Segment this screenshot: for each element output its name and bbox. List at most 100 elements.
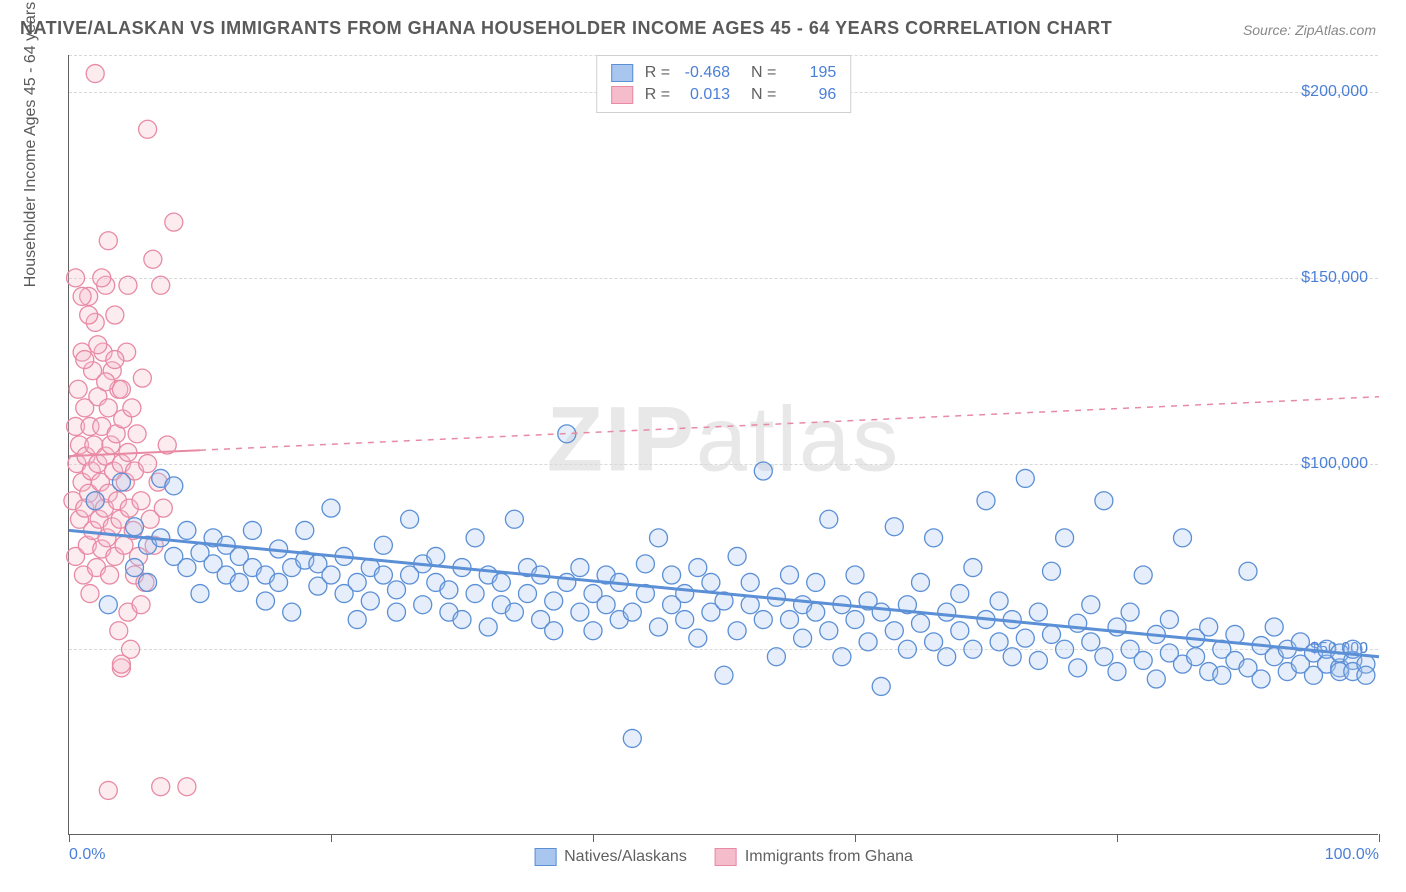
data-point: [466, 585, 484, 603]
data-point: [1200, 618, 1218, 636]
correlation-legend: R =-0.468 N =195 R =0.013 N =96: [596, 55, 852, 113]
data-point: [1056, 529, 1074, 547]
series-legend: Natives/AlaskansImmigrants from Ghana: [534, 848, 913, 866]
data-point: [1095, 492, 1113, 510]
data-point: [689, 559, 707, 577]
data-point: [296, 521, 314, 539]
data-point: [951, 585, 969, 603]
data-point: [322, 566, 340, 584]
data-point: [885, 518, 903, 536]
data-point: [112, 473, 130, 491]
chart-title: NATIVE/ALASKAN VS IMMIGRANTS FROM GHANA …: [20, 18, 1112, 39]
data-point: [388, 581, 406, 599]
data-point: [898, 640, 916, 658]
data-point: [1187, 648, 1205, 666]
data-point: [1029, 603, 1047, 621]
data-point: [133, 369, 151, 387]
data-point: [154, 499, 172, 517]
data-point: [977, 492, 995, 510]
data-point: [126, 559, 144, 577]
data-point: [76, 351, 94, 369]
data-point: [807, 603, 825, 621]
data-point: [741, 573, 759, 591]
data-point: [152, 276, 170, 294]
x-tick: [855, 834, 856, 842]
data-point: [925, 633, 943, 651]
data-point: [990, 633, 1008, 651]
data-point: [81, 585, 99, 603]
data-point: [1134, 566, 1152, 584]
data-point: [80, 306, 98, 324]
data-point: [781, 611, 799, 629]
data-point: [584, 622, 602, 640]
data-point: [689, 629, 707, 647]
data-point: [479, 618, 497, 636]
data-point: [1265, 618, 1283, 636]
data-point: [139, 573, 157, 591]
data-point: [505, 510, 523, 528]
data-point: [990, 592, 1008, 610]
data-point: [73, 287, 91, 305]
data-point: [165, 477, 183, 495]
data-point: [1043, 562, 1061, 580]
data-point: [754, 611, 772, 629]
data-point: [1029, 651, 1047, 669]
data-point: [466, 529, 484, 547]
data-point: [1016, 469, 1034, 487]
data-point: [715, 666, 733, 684]
source-attribution: Source: ZipAtlas.com: [1243, 22, 1376, 38]
data-point: [676, 611, 694, 629]
legend-swatch: [715, 848, 737, 866]
data-point: [152, 778, 170, 796]
data-point: [99, 232, 117, 250]
data-point: [119, 276, 137, 294]
data-point: [912, 573, 930, 591]
data-point: [754, 462, 772, 480]
data-point: [401, 510, 419, 528]
data-point: [872, 603, 890, 621]
data-point: [1239, 562, 1257, 580]
data-point: [99, 781, 117, 799]
data-point: [650, 618, 668, 636]
data-point: [243, 521, 261, 539]
data-point: [453, 611, 471, 629]
data-point: [165, 213, 183, 231]
data-point: [519, 585, 537, 603]
data-point: [505, 603, 523, 621]
data-point: [257, 592, 275, 610]
swatch-ghana: [611, 86, 633, 104]
data-point: [846, 566, 864, 584]
data-point: [571, 603, 589, 621]
data-point: [1056, 640, 1074, 658]
data-point: [322, 499, 340, 517]
plot-area: ZIPatlas $50,000$100,000$150,000$200,000…: [68, 55, 1378, 835]
data-point: [112, 380, 130, 398]
data-point: [132, 492, 150, 510]
data-point: [1016, 629, 1034, 647]
data-point: [951, 622, 969, 640]
data-point: [1082, 596, 1100, 614]
data-point: [938, 648, 956, 666]
data-point: [1095, 648, 1113, 666]
swatch-natives: [611, 64, 633, 82]
data-point: [1108, 663, 1126, 681]
scatter-svg: [69, 55, 1378, 834]
data-point: [112, 655, 130, 673]
data-point: [93, 269, 111, 287]
y-axis-label: Householder Income Ages 45 - 64 years: [22, 2, 40, 288]
data-point: [67, 269, 85, 287]
data-point: [1082, 633, 1100, 651]
data-point: [767, 648, 785, 666]
data-point: [833, 648, 851, 666]
data-point: [1160, 611, 1178, 629]
legend-swatch: [534, 848, 556, 866]
data-point: [636, 555, 654, 573]
x-tick: [1379, 834, 1380, 842]
data-point: [676, 585, 694, 603]
data-point: [139, 455, 157, 473]
data-point: [123, 399, 141, 417]
trend-line-dashed: [200, 397, 1379, 450]
data-point: [964, 640, 982, 658]
data-point: [859, 633, 877, 651]
data-point: [1252, 670, 1270, 688]
